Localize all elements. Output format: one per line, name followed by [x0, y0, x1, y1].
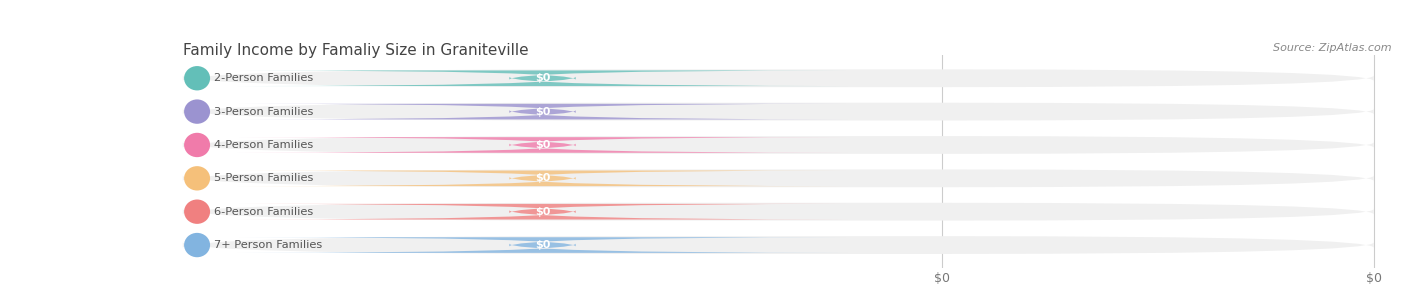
FancyBboxPatch shape	[238, 170, 848, 186]
FancyBboxPatch shape	[238, 137, 848, 153]
Text: 7+ Person Families: 7+ Person Families	[214, 240, 322, 250]
Text: $0: $0	[534, 207, 550, 217]
Text: 6-Person Families: 6-Person Families	[214, 207, 314, 217]
Text: $0: $0	[534, 173, 550, 183]
Text: 2-Person Families: 2-Person Families	[214, 73, 314, 83]
Ellipse shape	[184, 166, 209, 191]
FancyBboxPatch shape	[183, 136, 1374, 154]
Text: 4-Person Families: 4-Person Families	[214, 140, 314, 150]
FancyBboxPatch shape	[183, 203, 1374, 221]
Text: 5-Person Families: 5-Person Families	[214, 173, 314, 183]
Text: $0: $0	[934, 272, 949, 285]
Ellipse shape	[184, 233, 209, 257]
FancyBboxPatch shape	[238, 204, 848, 220]
Ellipse shape	[184, 199, 209, 224]
Ellipse shape	[184, 66, 209, 91]
Text: $0: $0	[534, 107, 550, 117]
Text: $0: $0	[1365, 272, 1382, 285]
Text: $0: $0	[534, 73, 550, 83]
FancyBboxPatch shape	[183, 170, 1374, 187]
FancyBboxPatch shape	[238, 70, 848, 86]
Ellipse shape	[184, 99, 209, 124]
Text: Family Income by Famaliy Size in Graniteville: Family Income by Famaliy Size in Granite…	[183, 43, 529, 58]
Text: $0: $0	[534, 240, 550, 250]
Text: 3-Person Families: 3-Person Families	[214, 107, 314, 117]
FancyBboxPatch shape	[183, 69, 1374, 87]
FancyBboxPatch shape	[183, 236, 1374, 254]
Text: Source: ZipAtlas.com: Source: ZipAtlas.com	[1274, 43, 1392, 53]
FancyBboxPatch shape	[238, 104, 848, 120]
Ellipse shape	[184, 133, 209, 157]
FancyBboxPatch shape	[183, 103, 1374, 120]
Text: $0: $0	[534, 140, 550, 150]
FancyBboxPatch shape	[238, 237, 848, 253]
